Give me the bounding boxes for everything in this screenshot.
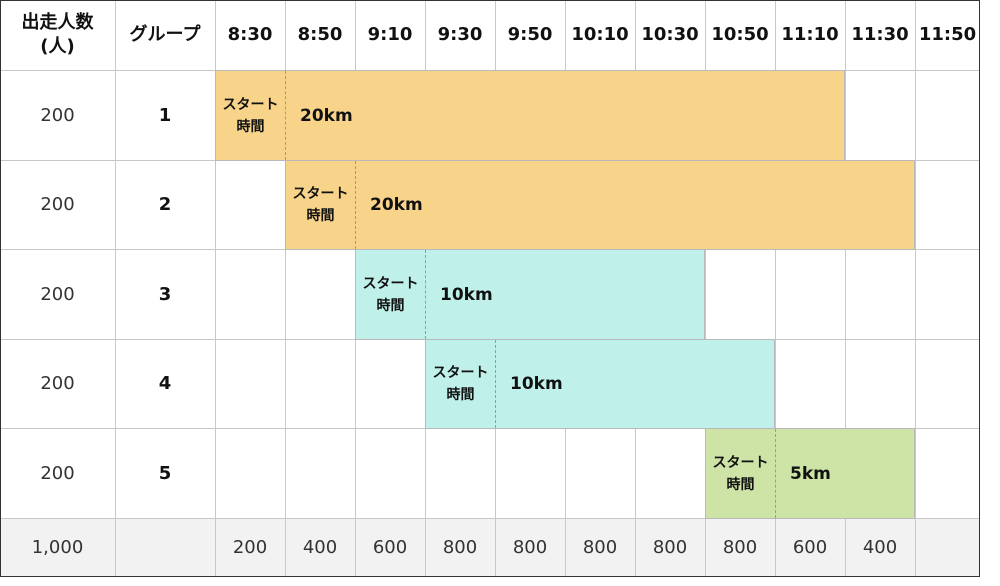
start-time-label: スタート 時間 <box>286 161 356 249</box>
distance-label: 5km <box>790 463 831 484</box>
total-by-time-cell: 600 <box>372 537 408 558</box>
total-by-time-cell: 600 <box>792 537 828 558</box>
grid-vline <box>775 0 776 577</box>
distance-label: 10km <box>440 284 493 305</box>
runners-cell: 200 <box>40 462 75 484</box>
total-by-time-cell <box>915 518 980 577</box>
time-header: 10:30 <box>641 24 699 45</box>
grid-vline <box>915 0 916 577</box>
grid-vline <box>115 0 116 577</box>
race-bar: スタート時間 10km <box>355 249 705 340</box>
start-label-wrap: スタート 時間 <box>433 362 489 406</box>
time-header: 8:30 <box>227 24 273 45</box>
start-label-wrap: スタート 時間 <box>363 273 419 317</box>
total-group-cell <box>115 518 215 577</box>
group-cell: 4 <box>158 373 172 394</box>
start-label-wrap: スタート 時間 <box>713 452 769 496</box>
grid-vline <box>705 0 706 577</box>
runners-header: 出走人数 (人) <box>0 0 115 70</box>
start-label-line2: 時間 <box>306 208 335 224</box>
race-bar: スタート時間 20km <box>215 70 845 161</box>
total-by-time-cell: 800 <box>582 537 618 558</box>
race-bar: スタート時間 10km <box>425 339 775 429</box>
group-cell: 1 <box>158 104 172 126</box>
distance-label: 20km <box>370 195 423 215</box>
total-by-time-cell: 400 <box>302 537 338 558</box>
time-header: 8:50 <box>297 24 343 45</box>
start-label-line1: スタート <box>432 365 489 381</box>
start-time-label: スタート 時間 <box>356 250 426 339</box>
group-cell: 2 <box>158 194 172 215</box>
runners-header-line1: 出走人数 <box>21 12 94 33</box>
group-cell: 5 <box>158 462 172 484</box>
time-header: 10:50 <box>711 24 769 45</box>
distance-label: 10km <box>510 374 563 394</box>
totals-row <box>0 518 980 577</box>
start-label-line1: スタート <box>712 454 769 471</box>
grid-vline <box>215 0 216 577</box>
start-label-wrap: スタート 時間 <box>293 183 349 227</box>
time-header: 11:30 <box>851 24 909 45</box>
time-header: 9:50 <box>507 24 553 45</box>
start-label-line2: 時間 <box>376 297 405 314</box>
start-time-label: スタート 時間 <box>706 429 776 518</box>
runners-cell: 200 <box>40 104 75 126</box>
time-header: 11:10 <box>781 24 839 45</box>
total-by-time-cell: 800 <box>442 537 478 558</box>
start-label-line2: 時間 <box>236 118 265 135</box>
start-time-label: スタート 時間 <box>426 340 496 428</box>
race-bar: スタート時間 5km <box>705 428 915 519</box>
start-label-line1: スタート <box>362 275 419 292</box>
group-header: グループ <box>129 24 201 45</box>
runners-cell: 200 <box>40 373 75 394</box>
start-time-label: スタート 時間 <box>216 71 286 160</box>
time-header: 9:10 <box>367 24 413 45</box>
group-cell: 3 <box>158 283 172 305</box>
distance-label: 20km <box>300 105 353 126</box>
start-label-line1: スタート <box>292 186 349 202</box>
start-label-line2: 時間 <box>446 387 475 403</box>
time-header: 11:50 <box>918 24 977 45</box>
time-header: 9:30 <box>437 24 483 45</box>
race-bar: スタート時間 20km <box>285 160 915 250</box>
grid-hline <box>0 518 980 519</box>
grid-vline <box>285 0 286 577</box>
start-label-line2: 時間 <box>726 476 755 493</box>
total-by-time-cell: 400 <box>862 537 898 558</box>
time-header: 10:10 <box>571 24 629 45</box>
total-by-time-cell: 200 <box>232 537 268 558</box>
runners-header-line2: (人) <box>40 36 75 57</box>
runners-cell: 200 <box>40 194 75 215</box>
grid-vline <box>845 0 846 577</box>
total-by-time-cell: 800 <box>722 537 758 558</box>
runners-cell: 200 <box>40 283 75 305</box>
total-by-time-cell: 800 <box>652 537 688 558</box>
start-label-line1: スタート <box>222 96 279 113</box>
total-by-time-cell: 800 <box>512 537 548 558</box>
total-runners-cell: 1,000 <box>31 537 84 558</box>
start-label-wrap: スタート 時間 <box>223 94 279 138</box>
